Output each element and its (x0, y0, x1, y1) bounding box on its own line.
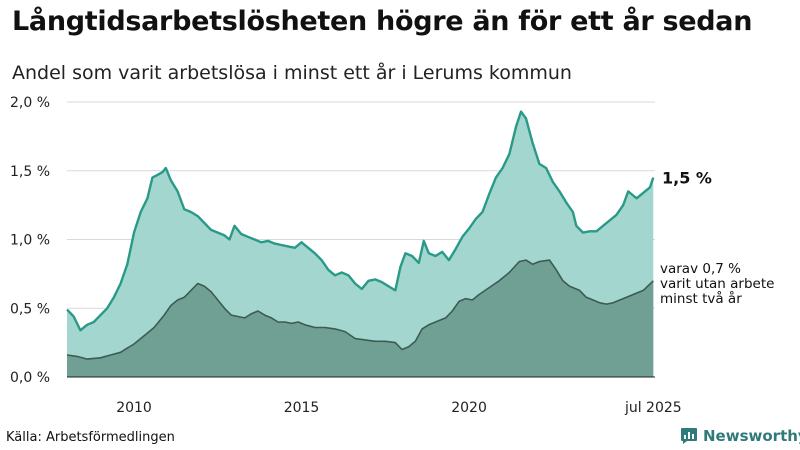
brand-logo: Newsworthy (680, 427, 800, 445)
line-longterm-unemployed (66, 110, 655, 332)
y-tick-label: 0,5 % (10, 301, 50, 317)
x-tick-label: jul 2025 (624, 400, 682, 416)
end-label-line: varit utan arbete (660, 276, 774, 292)
y-tick-label: 2,0 % (10, 95, 50, 111)
line-two-years-unemployed (66, 259, 654, 360)
y-tick-label: 0,0 % (10, 370, 50, 386)
axes: 0,0 % 0,5 % 1,0 % 1,5 % 2,0 % 2010 2015 2020 jul… (10, 95, 682, 416)
chart-title: Långtidsarbetslösheten högre än för ett … (12, 6, 753, 37)
brand-name: Newsworthy (703, 427, 800, 445)
end-label-line: minst två år (660, 290, 742, 307)
series-labels: 1,5 % varav 0,7 % varit utan arbete minst t… (660, 169, 774, 307)
newsworthy-logo-icon (681, 428, 697, 444)
chart-subtitle: Andel som varit arbetslösa i minst ett å… (12, 62, 572, 84)
source-note: Källa: Arbetsförmedlingen (6, 430, 175, 445)
y-tick-label: 1,0 % (10, 233, 50, 249)
x-tick-label: 2015 (284, 400, 320, 416)
end-label-longterm: 1,5 % (662, 169, 712, 188)
area-two-years-unemployed (67, 260, 654, 377)
end-label-two-years: varav 0,7 % varit utan arbete minst två år (660, 261, 774, 307)
end-label-line: varav 0,7 % (660, 261, 741, 277)
y-tick-label: 1,5 % (10, 164, 50, 180)
series-areas (66, 110, 655, 377)
x-tick-label: 2010 (116, 400, 152, 416)
x-tick-label: 2020 (451, 400, 487, 416)
